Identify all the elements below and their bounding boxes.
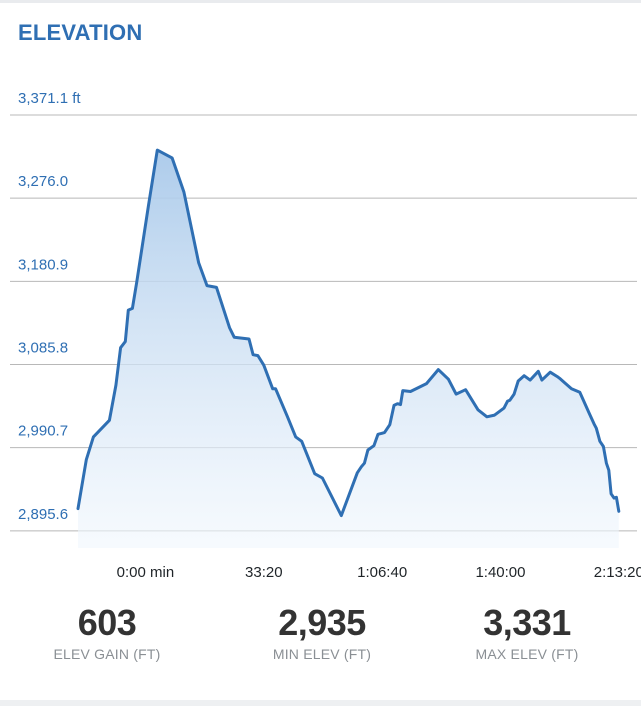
page-title: ELEVATION: [18, 20, 143, 45]
elevation-chart: 3,371.1 ft 3,276.0 3,180.9 3,085.8 2,990.7 2,…: [10, 90, 641, 581]
stat-value: 3,331: [483, 602, 571, 643]
stat-min-elev: 2,935 MIN ELEV (FT): [222, 602, 422, 662]
y-tick-label: 3,276.0: [18, 173, 68, 190]
stat-value: 603: [77, 602, 137, 643]
stat-elev-gain: 603 ELEV GAIN (FT): [7, 602, 207, 662]
elevation-area: [78, 150, 619, 548]
x-tick-label: 1:06:40: [357, 564, 407, 581]
elevation-line: [76, 148, 621, 518]
stat-label: MAX ELEV (FT): [475, 646, 579, 662]
x-tick-label: 1:40:00: [475, 564, 525, 581]
y-tick-label: 2,895.6: [18, 506, 68, 523]
x-tick-label: 33:20: [245, 564, 283, 581]
y-tick-label: 2,990.7: [18, 423, 68, 440]
x-axis-labels: 0:00 min 33:20 1:06:40 1:40:00 2:13:20: [117, 564, 641, 581]
x-tick-label: 2:13:20: [594, 564, 641, 581]
stat-value: 2,935: [278, 602, 366, 643]
stat-max-elev: 3,331 MAX ELEV (FT): [427, 602, 627, 662]
y-tick-label: 3,180.9: [18, 256, 68, 273]
y-tick-label: 3,371.1 ft: [18, 90, 81, 107]
bottom-divider: [0, 700, 641, 706]
y-axis-labels: 3,371.1 ft 3,276.0 3,180.9 3,085.8 2,990.7 2,…: [18, 90, 81, 523]
top-divider: [0, 0, 641, 3]
stats-row: 603 ELEV GAIN (FT) 2,935 MIN ELEV (FT) 3…: [0, 602, 641, 672]
x-tick-label: 0:00 min: [117, 564, 175, 581]
y-tick-label: 3,085.8: [18, 340, 68, 357]
stat-label: ELEV GAIN (FT): [53, 646, 161, 662]
stat-label: MIN ELEV (FT): [272, 646, 372, 662]
